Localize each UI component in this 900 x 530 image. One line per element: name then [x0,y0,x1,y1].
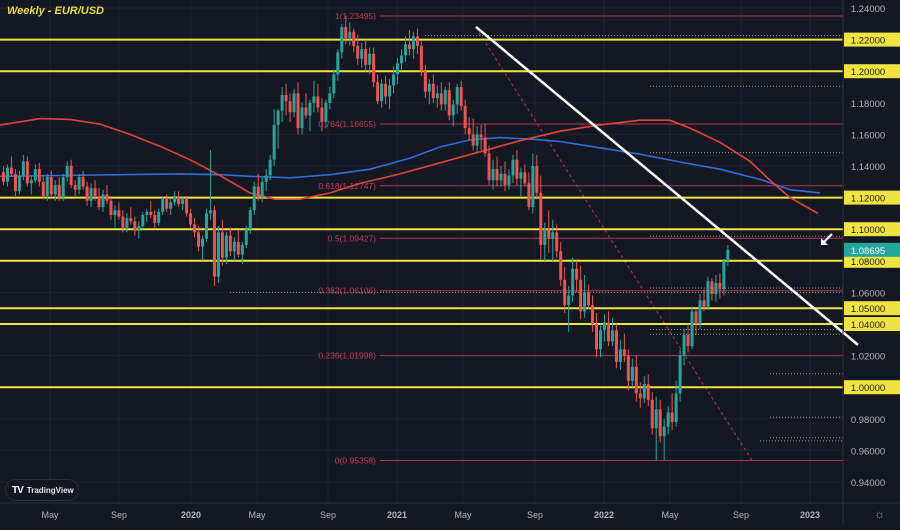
time-tick-label: May [661,510,679,520]
price-tick-label: 1.02000 [851,352,885,363]
time-tick-label: Sep [320,510,336,520]
tradingview-logo[interactable]: TV TradingView [5,479,79,501]
price-tick-label: 1.00000 [851,383,885,394]
time-tick-label: May [41,510,59,520]
price-tick-label: 1.08000 [851,257,885,268]
descending-trendline[interactable] [475,25,859,346]
time-tick-label: 2022 [594,510,614,520]
fib-diagonal-line[interactable] [475,27,753,461]
gear-icon[interactable]: ☼ [874,507,885,521]
moving-average-line [0,136,821,194]
price-tick-label: 1.22000 [851,36,885,47]
price-level-badge [844,253,900,268]
fib-level-label: 0.236(1.01998) [318,351,376,361]
fib-level-label: 0.5(1.09427) [328,233,376,243]
moving-average-line [0,117,819,215]
time-axis[interactable]: May Sep 2020 May Sep 2021 May Sep 2022 May Sep 2023 [41,510,820,520]
time-tick-label: Sep [111,510,127,520]
price-tick-label: 1.04000 [851,320,885,331]
price-axis[interactable]: 1.24000 1.22000 1.20000 1.18000 1.16000 1.140… [844,4,900,489]
price-level-badge [844,301,900,316]
fibonacci-diagonal[interactable] [475,27,753,461]
price-level-badge [844,190,900,205]
tradingview-logo-icon: TV [12,484,24,496]
price-tick-label: 1.14000 [851,162,885,173]
time-tick-label: Sep [733,510,749,520]
time-tick-label: 2021 [387,510,407,520]
arrow-annotation-icon[interactable] [821,233,833,245]
price-level-badge [844,64,900,79]
fib-level-label: 0.382(1.06106) [318,286,376,296]
chart-title: Weekly - EUR/USD [7,5,104,17]
fib-level-label: 0.764(1.16655) [318,119,376,129]
fibonacci-levels[interactable]: 1(1.23495) 0.764(1.16655) 0.618(1.12747) 0.… [318,11,843,466]
price-tick-label: 1.06000 [851,288,885,299]
price-tick-label: 1.18000 [851,99,885,110]
time-tick-label: 2020 [181,510,201,520]
price-level-badge [844,380,900,395]
last-price-badge [844,242,900,257]
trendline[interactable] [475,25,859,346]
price-level-badge [844,222,900,237]
price-tick-label: 1.12000 [851,194,885,205]
time-tick-label: May [248,510,266,520]
price-tick-label: 0.94000 [851,478,885,489]
moving-averages [0,117,821,215]
price-tick-label: 1.24000 [851,4,885,15]
time-tick-label: 2023 [800,510,820,520]
price-tick-label: 1.16000 [851,130,885,141]
fib-level-label: 1(1.23495) [335,11,376,21]
tradingview-logo-text: TradingView [26,485,74,495]
dotted-levels [230,35,843,442]
time-tick-label: May [454,510,472,520]
price-tick-label: 0.96000 [851,446,885,457]
price-tick-label: 1.05000 [851,304,885,315]
price-level-badge [844,32,900,47]
time-tick-label: Sep [527,510,543,520]
last-price-label: 1.08695 [851,246,885,257]
price-level-badge [844,317,900,331]
candlestick-series [2,15,730,460]
fib-level-label: 0(0.95358) [335,456,376,466]
price-tick-label: 0.98000 [851,415,885,426]
price-tick-label: 1.10000 [851,225,885,236]
fib-level-label: 0.618(1.12747) [318,181,376,191]
price-tick-label: 1.20000 [851,67,885,78]
